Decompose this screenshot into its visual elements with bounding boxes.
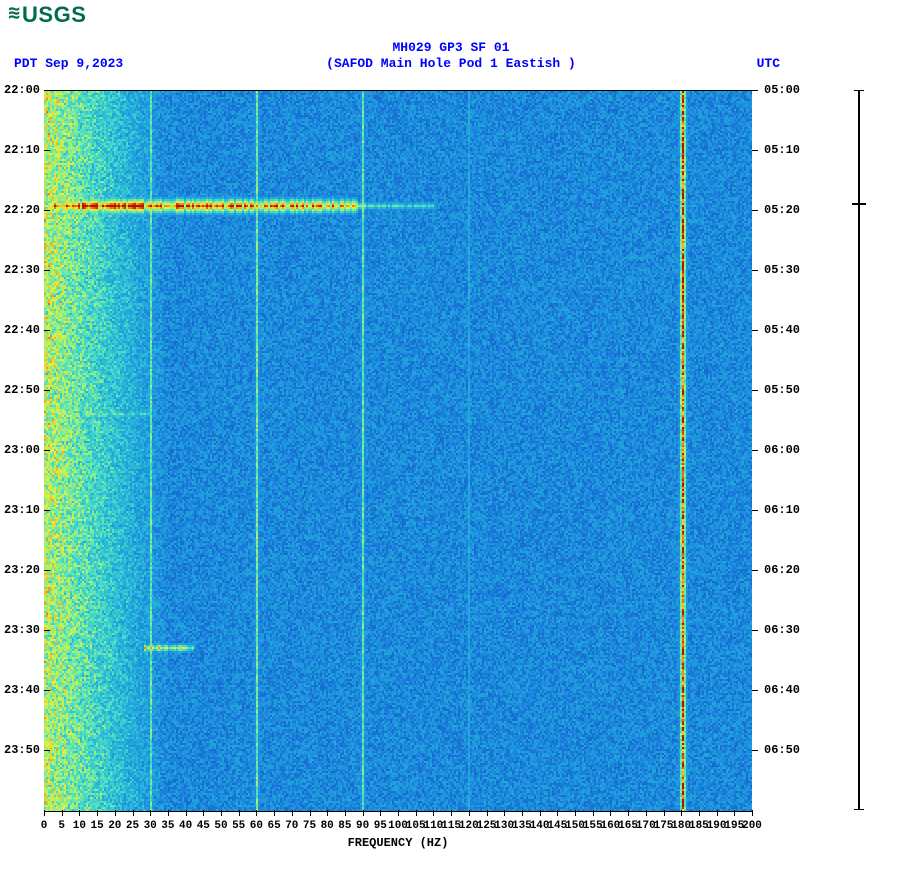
y-tick-label: 05:00	[764, 83, 800, 97]
y-axis-left: 22:0022:1022:2022:3022:4022:5023:0023:10…	[4, 90, 44, 810]
y-tick-label: 22:10	[4, 143, 40, 157]
x-tick-label: 15	[90, 820, 103, 832]
y-tick-label: 06:30	[764, 623, 800, 637]
x-tick-label: 35	[161, 820, 174, 832]
y-tick-label: 23:50	[4, 743, 40, 757]
y-tick-label: 23:40	[4, 683, 40, 697]
y-tick-label: 22:50	[4, 383, 40, 397]
y-tick-label: 06:00	[764, 443, 800, 457]
y-tick-label: 05:20	[764, 203, 800, 217]
spectrogram-plot	[44, 90, 752, 810]
amplitude-side-axis	[858, 90, 860, 810]
usgs-wave-icon: ≋	[8, 5, 20, 25]
spectrogram-canvas	[44, 90, 752, 812]
y-tick-label: 23:30	[4, 623, 40, 637]
y-tick-label: 05:30	[764, 263, 800, 277]
y-tick-label: 06:50	[764, 743, 800, 757]
x-tick-label: 20	[108, 820, 121, 832]
x-tick-label: 70	[285, 820, 298, 832]
y-tick-label: 06:20	[764, 563, 800, 577]
x-tick-label: 45	[197, 820, 210, 832]
y-tick-label: 22:20	[4, 203, 40, 217]
y-tick-label: 05:50	[764, 383, 800, 397]
y-tick-label: 23:00	[4, 443, 40, 457]
y-tick-label: 22:40	[4, 323, 40, 337]
y-axis-right: 05:0005:1005:2005:3005:4005:5006:0006:10…	[764, 90, 812, 810]
x-tick-label: 60	[250, 820, 263, 832]
y-tick-label: 05:40	[764, 323, 800, 337]
y-tick-label: 22:30	[4, 263, 40, 277]
x-tick-label: 200	[742, 820, 762, 832]
usgs-logo: ≋ USGS	[8, 2, 86, 28]
page-root: ≋ USGS MH029 GP3 SF 01 (SAFOD Main Hole …	[0, 0, 902, 892]
x-tick-label: 30	[144, 820, 157, 832]
x-tick-label: 90	[356, 820, 369, 832]
y-tick-label: 22:00	[4, 83, 40, 97]
chart-title: MH029 GP3 SF 01	[0, 40, 902, 55]
x-tick-label: 95	[374, 820, 387, 832]
x-tick-label: 10	[73, 820, 86, 832]
x-tick-label: 50	[214, 820, 227, 832]
x-tick-label: 85	[338, 820, 351, 832]
x-axis-label: FREQUENCY (HZ)	[44, 836, 752, 850]
x-axis: FREQUENCY (HZ) 05 10 15 20 25 30 35 40 45 50 55 60 6…	[44, 810, 752, 870]
x-tick-label: 0	[41, 820, 48, 832]
x-tick-label: 65	[267, 820, 280, 832]
x-tick-label: 25	[126, 820, 139, 832]
chart-date-right: UTC	[757, 56, 780, 71]
x-tick-label: 80	[321, 820, 334, 832]
x-tick-label: 5	[58, 820, 65, 832]
x-tick-label: 75	[303, 820, 316, 832]
y-tick-label: 23:20	[4, 563, 40, 577]
x-tick-label: 40	[179, 820, 192, 832]
chart-date-left: PDT Sep 9,2023	[14, 56, 123, 71]
event-marker	[852, 203, 866, 205]
y-tick-label: 05:10	[764, 143, 800, 157]
usgs-logo-text: USGS	[22, 2, 86, 28]
x-tick-label: 55	[232, 820, 245, 832]
y-tick-label: 23:10	[4, 503, 40, 517]
y-tick-label: 06:10	[764, 503, 800, 517]
y-tick-label: 06:40	[764, 683, 800, 697]
